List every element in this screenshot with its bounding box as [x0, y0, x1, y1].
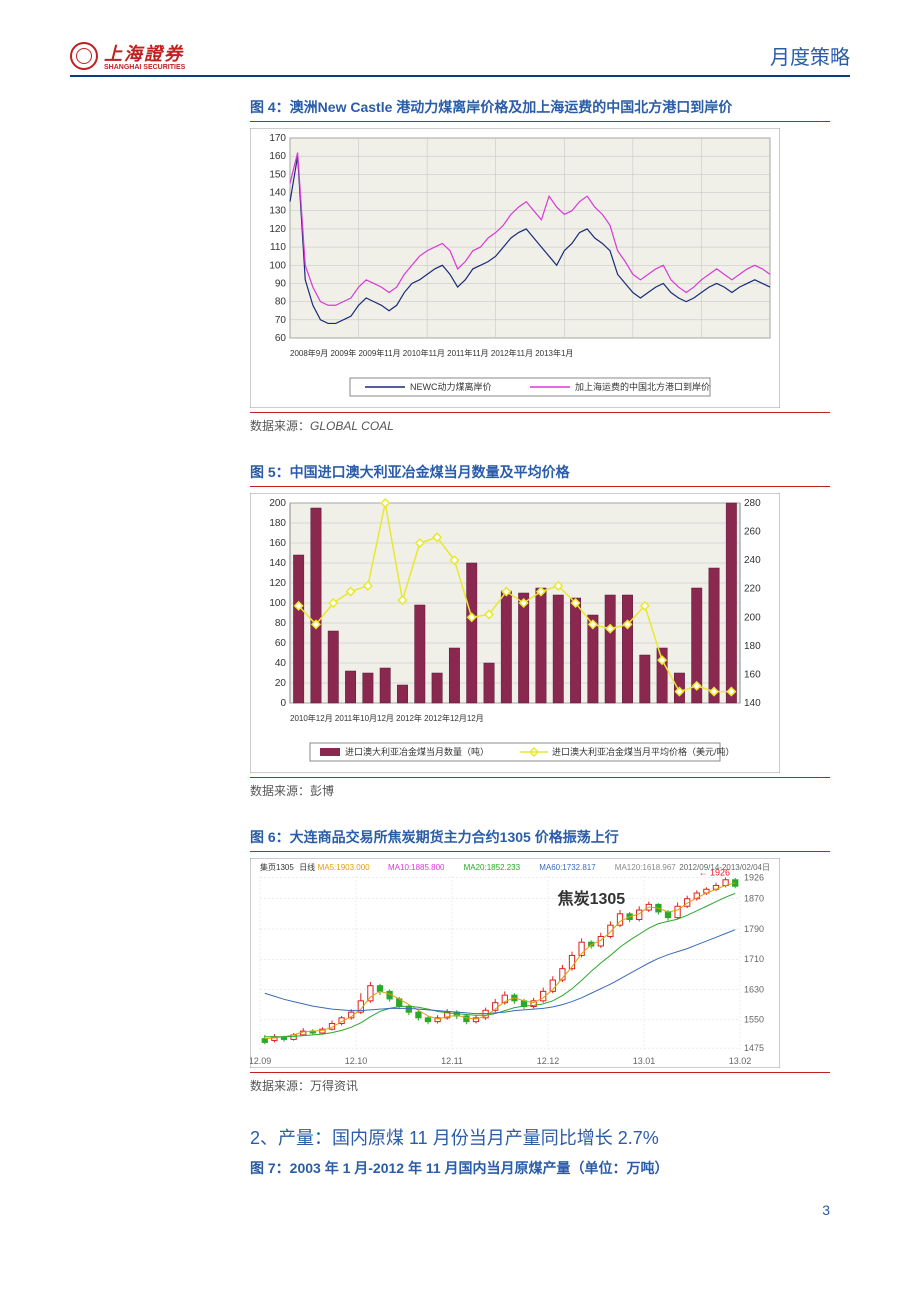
svg-text:1475: 1475 — [744, 1043, 764, 1053]
svg-text:110: 110 — [270, 242, 286, 253]
logo-cn: 上海證券 — [104, 40, 185, 66]
svg-text:160: 160 — [269, 538, 286, 549]
svg-text:1550: 1550 — [744, 1015, 764, 1025]
svg-text:40: 40 — [275, 658, 287, 669]
svg-text:12.12: 12.12 — [537, 1056, 560, 1066]
logo-icon — [70, 42, 98, 70]
svg-text:20: 20 — [275, 678, 287, 689]
fig4-source: 数据来源：GLOBAL COAL — [250, 412, 830, 434]
logo: 上海證券 SHANGHAI SECURITIES — [70, 40, 185, 71]
header-title: 月度策略 — [770, 41, 850, 70]
svg-text:180: 180 — [744, 641, 761, 652]
svg-text:200: 200 — [269, 498, 286, 509]
svg-text:0: 0 — [280, 698, 286, 709]
svg-text:MA20:1852.233: MA20:1852.233 — [464, 863, 521, 872]
fig6-source: 数据来源：万得资讯 — [250, 1072, 830, 1094]
fig5-title: 图 5：中国进口澳大利亚冶金煤当月数量及平均价格 — [250, 462, 830, 487]
svg-text:MA10:1885.800: MA10:1885.800 — [388, 863, 445, 872]
section2-title: 2、产量：国内原煤 11 月份当月产量同比增长 2.7% — [250, 1124, 830, 1150]
svg-text:1790: 1790 — [744, 924, 764, 934]
content: 图 4：澳洲New Castle 港动力煤离岸价格及加上海运费的中国北方港口到岸… — [250, 97, 830, 1182]
svg-text:180: 180 — [269, 518, 286, 529]
svg-text:280: 280 — [744, 498, 761, 509]
svg-text:焦炭1305: 焦炭1305 — [557, 889, 626, 908]
fig4-chart: 60 70 80 90 100 110 120 130 140 150 160 170 2008年9月 … — [250, 128, 830, 408]
svg-text:100: 100 — [269, 260, 286, 271]
svg-text:140: 140 — [269, 188, 286, 199]
svg-text:NEWC动力煤离岸价: NEWC动力煤离岸价 — [410, 381, 492, 392]
fig6-chart: 1475 1550 1630 1710 1790 1870 1926 12.09 12.10 12… — [250, 858, 830, 1068]
svg-text:12.10: 12.10 — [345, 1056, 368, 1066]
svg-text:13.01: 13.01 — [633, 1056, 656, 1066]
svg-text:100: 100 — [269, 598, 286, 609]
svg-text:140: 140 — [744, 698, 761, 709]
svg-text:2008年9月 2009年 2009年11月 2010: 2008年9月 2009年 2009年11月 2010年11月 2011年11月… — [290, 348, 573, 358]
svg-text:1630: 1630 — [744, 984, 764, 994]
svg-text:160: 160 — [744, 669, 761, 680]
svg-text:120: 120 — [269, 578, 286, 589]
svg-text:60: 60 — [275, 333, 287, 344]
svg-text:220: 220 — [744, 584, 761, 595]
svg-text:1870: 1870 — [744, 894, 764, 904]
fig5-source: 数据来源：彭博 — [250, 777, 830, 799]
svg-text:进口澳大利亚冶金煤当月平均价格（美元/吨）: 进口澳大利亚冶金煤当月平均价格（美元/吨） — [552, 746, 735, 757]
svg-text:90: 90 — [275, 278, 287, 289]
svg-text:MA5:1903.000: MA5:1903.000 — [318, 863, 371, 872]
fig4-title: 图 4：澳洲New Castle 港动力煤离岸价格及加上海运费的中国北方港口到岸… — [250, 97, 830, 122]
svg-text:260: 260 — [744, 527, 761, 538]
svg-text:1710: 1710 — [744, 954, 764, 964]
header: 上海證券 SHANGHAI SECURITIES 月度策略 — [70, 40, 850, 77]
svg-text:240: 240 — [744, 555, 761, 566]
svg-text:← 1926: ← 1926 — [698, 868, 730, 878]
svg-text:2010年12月 2011年10月12月 2012年: 2010年12月 2011年10月12月 2012年 2012年12月12月 — [290, 713, 484, 723]
svg-text:进口澳大利亚冶金煤当月数量（吨）: 进口澳大利亚冶金煤当月数量（吨） — [345, 746, 489, 757]
svg-text:170: 170 — [269, 133, 286, 144]
fig5-chart: 0 20 40 60 80 100 120 140 160 180 200 140 160 180 200 2… — [250, 493, 830, 773]
svg-text:12.11: 12.11 — [441, 1056, 463, 1066]
svg-text:200: 200 — [744, 612, 761, 623]
fig6-title: 图 6：大连商品交易所焦炭期货主力合约1305 价格振荡上行 — [250, 827, 830, 852]
svg-text:加上海运费的中国北方港口到岸价: 加上海运费的中国北方港口到岸价 — [575, 381, 710, 392]
svg-text:80: 80 — [275, 297, 287, 308]
page-number: 3 — [70, 1202, 830, 1218]
svg-text:日线: 日线 — [299, 862, 315, 872]
svg-text:150: 150 — [269, 169, 286, 180]
svg-text:MA120:1618.967: MA120:1618.967 — [615, 863, 676, 872]
svg-text:70: 70 — [275, 315, 287, 326]
svg-text:12.09: 12.09 — [250, 1056, 271, 1066]
svg-text:140: 140 — [269, 558, 286, 569]
logo-en: SHANGHAI SECURITIES — [104, 64, 185, 71]
svg-text:130: 130 — [269, 206, 286, 217]
svg-text:120: 120 — [269, 224, 286, 235]
svg-text:MA60:1732.817: MA60:1732.817 — [539, 863, 596, 872]
svg-text:1926: 1926 — [744, 873, 764, 883]
page: 上海證券 SHANGHAI SECURITIES 月度策略 图 4：澳洲New … — [0, 0, 920, 1248]
fig7-title: 图 7：2003 年 1 月-2012 年 11 月国内当月原煤产量（单位：万吨… — [250, 1158, 830, 1182]
svg-text:13.02: 13.02 — [729, 1056, 752, 1066]
svg-text:160: 160 — [269, 151, 286, 162]
svg-text:集页1305: 集页1305 — [260, 862, 294, 872]
svg-text:60: 60 — [275, 638, 287, 649]
svg-text:80: 80 — [275, 618, 287, 629]
